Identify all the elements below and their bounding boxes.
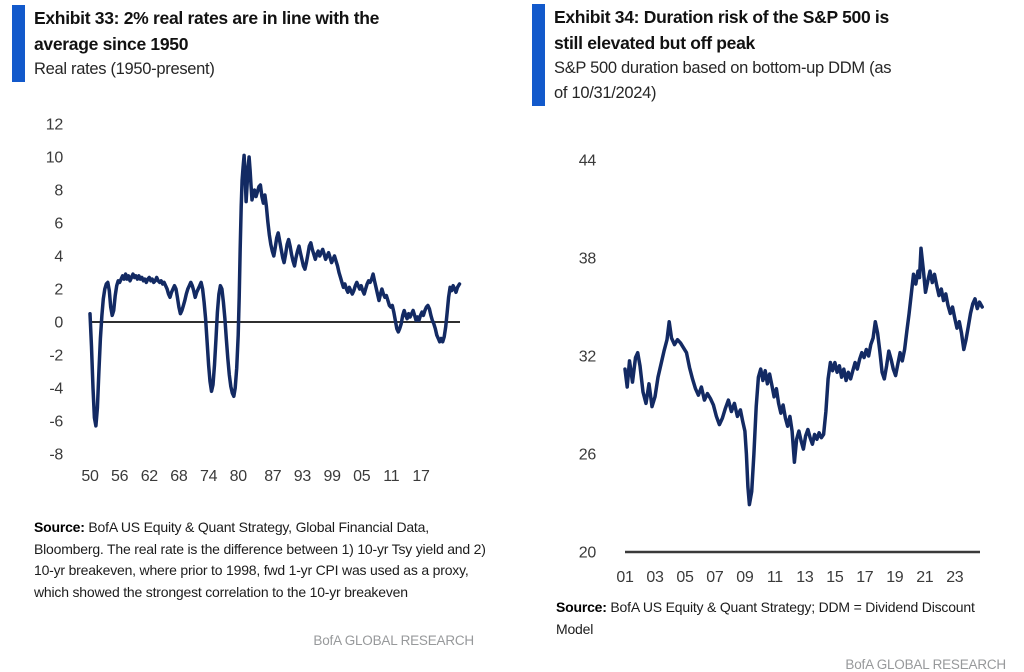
exhibit-33-title-line-2: average since 1950 [34, 34, 189, 54]
exhibit-34-subtitle-line-2: of 10/31/2024) [554, 84, 657, 102]
x-tick-label: 19 [886, 569, 904, 586]
exhibit-34-title-line-1: Exhibit 34: Duration risk of the S&P 500… [554, 7, 889, 27]
y-tick-label: 10 [46, 150, 64, 167]
y-tick-label: -2 [49, 348, 63, 365]
x-tick-label: 09 [736, 569, 754, 586]
exhibit-33-source-text: BofA US Equity & Quant Strategy, Global … [34, 519, 486, 600]
x-tick-label: 05 [353, 468, 371, 485]
y-tick-label: 26 [579, 447, 597, 464]
y-tick-label: 12 [46, 117, 64, 134]
x-tick-label: 17 [856, 569, 874, 586]
exhibit-33-title-line-1: Exhibit 33: 2% real rates are in line wi… [34, 8, 380, 28]
y-tick-label: 4 [54, 249, 63, 266]
x-tick-label: 05 [676, 569, 694, 586]
y-tick-label: 44 [579, 153, 597, 170]
y-tick-label: 38 [579, 251, 597, 268]
x-tick-label: 07 [706, 569, 724, 586]
x-tick-label: 50 [81, 468, 99, 485]
y-tick-label: 20 [579, 545, 597, 562]
sp500-duration-chart-svg: 44 38 32 26 20 01 03 05 07 09 11 13 15 17 19 21 23 [579, 153, 984, 586]
x-tick-label: 13 [796, 569, 814, 586]
real-rates-chart-svg: 12 10 8 6 4 2 0 -2 -4 -6 -8 50 56 62 68 74 80 87 93 99 05 11 1… [46, 117, 462, 485]
exhibit-33-subtitle: Real rates (1950-present) [34, 60, 215, 78]
exhibit-33-watermark: BofA GLOBAL RESEARCH [313, 633, 474, 648]
x-tick-label: 93 [294, 468, 312, 485]
y-tick-label: 0 [54, 315, 63, 332]
exhibit-33-source-label: Source: [34, 519, 85, 535]
exhibit-34-accent-bar [532, 4, 545, 106]
exhibit-34-subtitle-line-1: S&P 500 duration based on bottom-up DDM … [554, 59, 892, 77]
y-tick-label: -8 [49, 447, 63, 464]
exhibit-34-watermark: BofA GLOBAL RESEARCH [845, 657, 1006, 672]
x-tick-label: 23 [946, 569, 964, 586]
x-tick-label: 15 [826, 569, 844, 586]
exhibit-34-titles: Exhibit 34: Duration risk of the S&P 500… [554, 4, 891, 106]
x-tick-label: 03 [646, 569, 664, 586]
exhibit-33-accent-bar [12, 5, 25, 82]
x-tick-label: 74 [200, 468, 218, 485]
exhibit-33-titles: Exhibit 33: 2% real rates are in line wi… [34, 5, 379, 82]
exhibit-34-panel-header: Exhibit 34: Duration risk of the S&P 500… [532, 4, 891, 106]
x-tick-label: 80 [230, 468, 248, 485]
x-tick-label: 01 [616, 569, 634, 586]
exhibit-34-source-text: BofA US Equity & Quant Strategy; DDM = D… [556, 599, 975, 637]
x-tick-label: 87 [264, 468, 282, 485]
exhibit-33-source: Source: BofA US Equity & Quant Strategy,… [34, 517, 486, 603]
y-tick-label: 2 [54, 282, 63, 299]
real-rate-line [88, 153, 462, 428]
y-tick-label: -4 [49, 381, 63, 398]
x-tick-label: 11 [383, 468, 399, 485]
exhibit-34-source: Source: BofA US Equity & Quant Strategy;… [556, 597, 1012, 640]
y-tick-label: 8 [54, 183, 63, 200]
x-tick-label: 68 [170, 468, 188, 485]
x-tick-label: 11 [767, 569, 783, 586]
x-tick-label: 62 [141, 468, 159, 485]
exhibit-34-source-label: Source: [556, 599, 607, 615]
y-tick-label: 32 [579, 349, 597, 366]
y-tick-label: -6 [49, 414, 63, 431]
sp500-duration-line [623, 246, 984, 507]
y-tick-label: 6 [54, 216, 63, 233]
x-tick-label: 17 [412, 468, 430, 485]
exhibit-33-panel-header: Exhibit 33: 2% real rates are in line wi… [12, 5, 379, 82]
x-tick-label: 21 [916, 569, 934, 586]
exhibit-34-title-line-2: still elevated but off peak [554, 33, 755, 53]
x-tick-label: 56 [111, 468, 129, 485]
x-tick-label: 99 [323, 468, 341, 485]
